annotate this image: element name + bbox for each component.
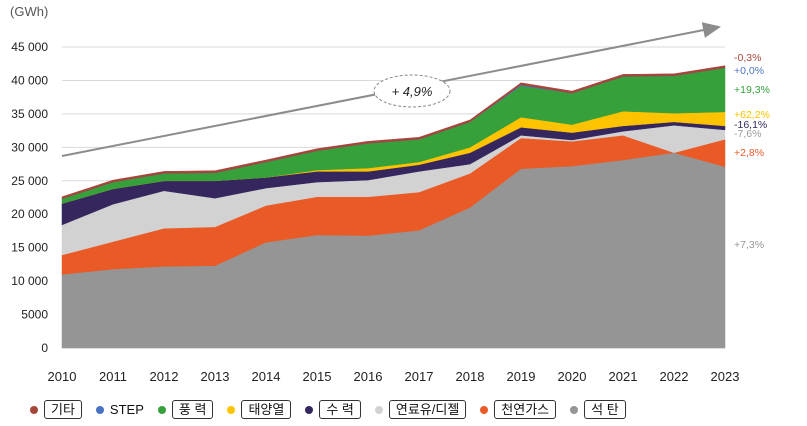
legend-swatch <box>570 405 579 414</box>
y-tick-label: 10 000 <box>11 274 48 288</box>
legend-item: 수 력 <box>305 400 361 419</box>
chart: (GWh) 0 5000 10 000 15 000 20 000 25 000 30 000… <box>10 4 770 384</box>
legend-swatch <box>480 405 489 414</box>
legend-item: STEP <box>95 401 144 418</box>
x-tick-label: 2015 <box>303 369 332 384</box>
x-tick-label: 2018 <box>456 369 485 384</box>
x-tick-label: 2013 <box>201 369 230 384</box>
y-tick-label: 40 000 <box>11 73 48 87</box>
growth-label: -7,6% <box>734 128 761 140</box>
growth-label: +19,3% <box>734 84 770 96</box>
trend-label-bubble <box>373 74 451 108</box>
legend-label: 석 탄 <box>584 400 626 419</box>
legend-swatch <box>305 405 314 414</box>
growth-label: +2,8% <box>734 147 764 159</box>
x-tick-label: 2014 <box>252 369 281 384</box>
legend-swatch <box>374 405 383 414</box>
growth-label: -0,3% <box>734 52 761 64</box>
legend-item: 기타 <box>30 400 82 419</box>
legend: 기타 STEP 풍 력 태양열 수 력 연료유/디젤 천연가스 석 탄 <box>30 400 626 419</box>
legend-item: 천연가스 <box>480 400 557 419</box>
y-unit-label: (GWh) <box>10 4 48 19</box>
legend-item: 풍 력 <box>157 400 214 419</box>
legend-item: 태양열 <box>227 400 292 419</box>
y-tick-label: 5000 <box>21 308 48 322</box>
legend-label: STEP <box>109 401 144 418</box>
y-tick-label: 25 000 <box>11 174 48 188</box>
y-tick-label: 0 <box>41 341 48 355</box>
x-tick-label: 2020 <box>558 369 587 384</box>
trend-label: + 4,9% <box>392 84 433 99</box>
legend-item: 연료유/디젤 <box>374 400 467 419</box>
growth-label: +62,2% <box>734 109 770 121</box>
legend-swatch <box>227 405 236 414</box>
x-tick-label: 2021 <box>609 369 638 384</box>
legend-item: 석 탄 <box>570 400 626 419</box>
x-tick-label: 2023 <box>711 369 740 384</box>
legend-swatch <box>95 405 104 414</box>
y-tick-label: 35 000 <box>11 107 48 121</box>
y-tick-label: 45 000 <box>11 40 48 54</box>
x-tick-label: 2012 <box>150 369 179 384</box>
area-series <box>61 65 726 200</box>
y-tick-label: 30 000 <box>11 140 48 154</box>
x-tick-label: 2022 <box>660 369 689 384</box>
legend-swatch <box>157 405 166 414</box>
x-tick-label: 2010 <box>48 369 77 384</box>
legend-label: 풍 력 <box>171 400 214 419</box>
legend-label: 기타 <box>44 400 82 419</box>
legend-label: 태양열 <box>241 400 292 419</box>
growth-label: -16,1% <box>734 119 767 131</box>
legend-label: 수 력 <box>319 400 361 419</box>
x-tick-label: 2011 <box>99 369 127 384</box>
growth-label: +0,0% <box>734 65 764 77</box>
x-tick-label: 2016 <box>354 369 383 384</box>
growth-label: +7,3% <box>734 239 764 251</box>
x-tick-label: 2017 <box>405 369 434 384</box>
y-tick-label: 15 000 <box>11 241 48 255</box>
legend-swatch <box>30 405 38 414</box>
x-tick-label: 2019 <box>507 369 536 384</box>
legend-label: 연료유/디젤 <box>388 400 467 419</box>
y-tick-label: 20 000 <box>11 207 48 221</box>
legend-label: 천연가스 <box>494 400 557 419</box>
